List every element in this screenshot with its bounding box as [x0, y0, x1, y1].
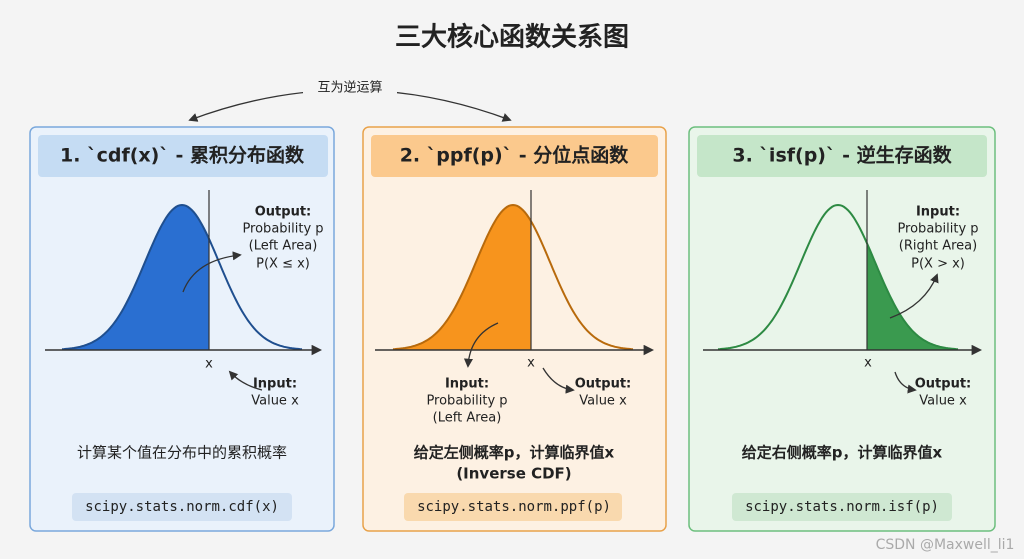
x-label: x	[864, 356, 872, 371]
label: (Right Area)	[899, 239, 977, 254]
label: Value x	[579, 394, 627, 409]
description: (Inverse CDF)	[456, 465, 571, 483]
panel-header	[371, 135, 658, 177]
label: Input:	[253, 377, 297, 392]
curve	[392, 203, 634, 351]
label: Probability p	[897, 222, 978, 237]
arrow	[228, 370, 263, 391]
panel	[688, 126, 996, 532]
shaded-area	[62, 205, 209, 350]
relation-label: 互为逆运算	[317, 80, 382, 96]
label: P(X > x)	[911, 257, 965, 272]
x-label: x	[527, 356, 535, 371]
label: Value x	[919, 394, 967, 409]
label: Output:	[915, 377, 972, 392]
panel-heading: 3. `isf(p)` - 逆生存函数	[732, 144, 952, 167]
panel-header	[697, 135, 987, 177]
title: 三大核心函数关系图	[395, 22, 629, 53]
curve	[717, 203, 959, 351]
label: Output:	[255, 205, 312, 220]
code: scipy.stats.norm.isf(p)	[745, 499, 939, 515]
label: Input:	[445, 377, 489, 392]
description: 计算某个值在分布中的累积概率	[77, 444, 287, 462]
arrow	[182, 251, 242, 293]
code: scipy.stats.norm.cdf(x)	[85, 499, 279, 515]
description: 给定左侧概率p，计算临界值x	[414, 444, 615, 462]
label: (Left Area)	[249, 239, 318, 254]
label: Input:	[916, 205, 960, 220]
relation-bg	[303, 77, 397, 99]
arrow	[463, 322, 499, 368]
shaded-area	[393, 205, 531, 350]
label: Probability p	[242, 222, 323, 237]
code: scipy.stats.norm.ppf(p)	[417, 499, 611, 515]
label: Output:	[575, 377, 632, 392]
code-box	[404, 493, 622, 521]
panel-heading: 1. `cdf(x)` - 累积分布函数	[60, 144, 305, 167]
shaded-area	[867, 243, 958, 350]
curve	[61, 203, 303, 351]
code-box	[72, 493, 292, 521]
code-box	[732, 493, 952, 521]
arrow	[889, 273, 939, 319]
description: 给定右侧概率p，计算临界值x	[742, 444, 943, 462]
watermark: CSDN @Maxwell_li1	[876, 537, 1015, 553]
panel-heading: 2. `ppf(p)` - 分位点函数	[400, 144, 630, 167]
label: Value x	[251, 394, 299, 409]
arrow	[894, 371, 917, 394]
x-label: x	[205, 357, 213, 372]
arrow	[542, 367, 575, 394]
label: Probability p	[426, 394, 507, 409]
label: (Left Area)	[433, 411, 502, 426]
label: P(X ≤ x)	[256, 257, 310, 272]
panel-header	[38, 135, 328, 177]
